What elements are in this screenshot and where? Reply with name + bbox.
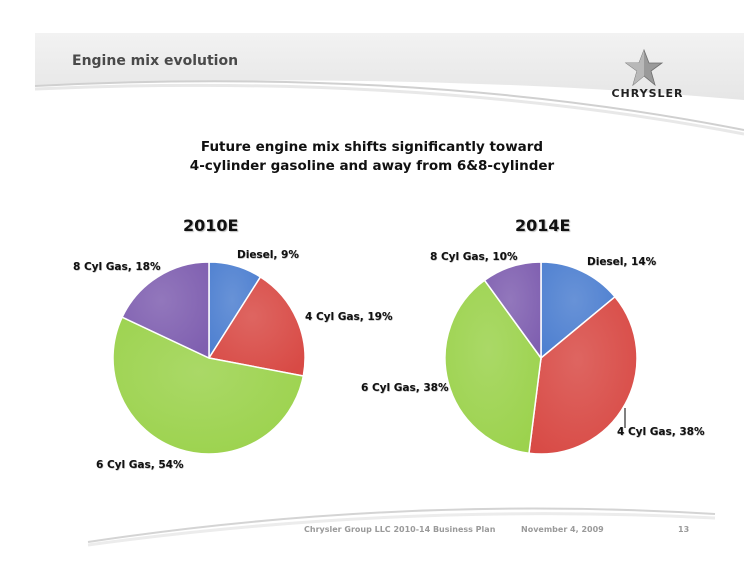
- pie-slice-2014-diesel: [540, 261, 617, 360]
- label-2010-4cyl: 4 Cyl Gas, 19%: [305, 311, 393, 323]
- subtitle-line-1: Future engine mix shifts significantly t…: [200, 139, 544, 155]
- pie-slice-2010-8-cyl-gas: [121, 261, 210, 360]
- footer-company: Chrysler Group LLC 2010-14 Business Plan: [304, 525, 496, 534]
- pie-slice-2014-6-cyl-gas: [444, 279, 542, 455]
- footer-band: [87, 507, 716, 547]
- slide-subtitle: Future engine mix shifts significantly t…: [0, 138, 744, 176]
- pie-slice-2014-8-cyl-gas: [483, 261, 542, 361]
- logo-wordmark: CHRYSLER: [611, 87, 684, 100]
- label-2014-diesel: Diesel, 14%: [587, 256, 657, 268]
- label-2010-8cyl: 8 Cyl Gas, 18%: [73, 261, 161, 273]
- pentastar-icon: [624, 48, 664, 87]
- label-2014-8cyl: 8 Cyl Gas, 10%: [430, 251, 518, 263]
- header-band: [34, 33, 744, 136]
- subtitle-line-2: 4-cylinder gasoline and away from 6&8-cy…: [189, 158, 555, 174]
- page-title: Engine mix evolution: [72, 53, 239, 69]
- footer-date: November 4, 2009: [521, 525, 604, 534]
- chart-title-2014: 2014E: [515, 216, 571, 235]
- pie-slice-2014-4-cyl-gas: [528, 295, 638, 455]
- chart-title-2010: 2010E: [183, 216, 239, 235]
- label-2014-4cyl: 4 Cyl Gas, 38%: [617, 426, 705, 438]
- label-2010-6cyl: 6 Cyl Gas, 54%: [96, 459, 184, 471]
- pie-slice-2010-4-cyl-gas: [207, 275, 306, 377]
- footer-page-number: 13: [678, 525, 690, 534]
- pie-slice-2010-6-cyl-gas: [112, 316, 305, 455]
- label-2010-diesel: Diesel, 9%: [237, 249, 299, 261]
- chrysler-logo: CHRYSLER: [600, 48, 695, 103]
- label-2014-6cyl: 6 Cyl Gas, 38%: [361, 382, 449, 394]
